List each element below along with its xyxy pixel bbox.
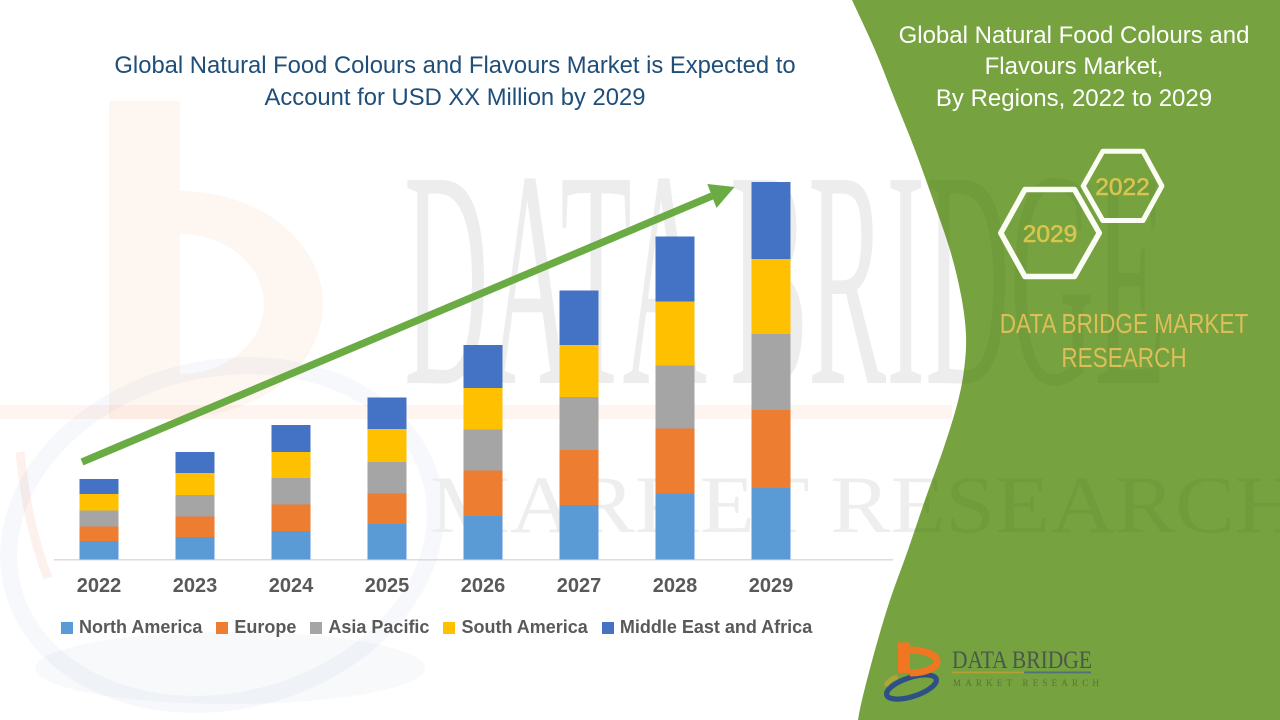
svg-text:DATA BRIDGE: DATA BRIDGE [952,647,1092,674]
svg-text:2029: 2029 [1023,221,1078,248]
svg-text:2022: 2022 [1095,174,1150,201]
svg-text:MARKET RESEARCH: MARKET RESEARCH [953,678,1103,688]
